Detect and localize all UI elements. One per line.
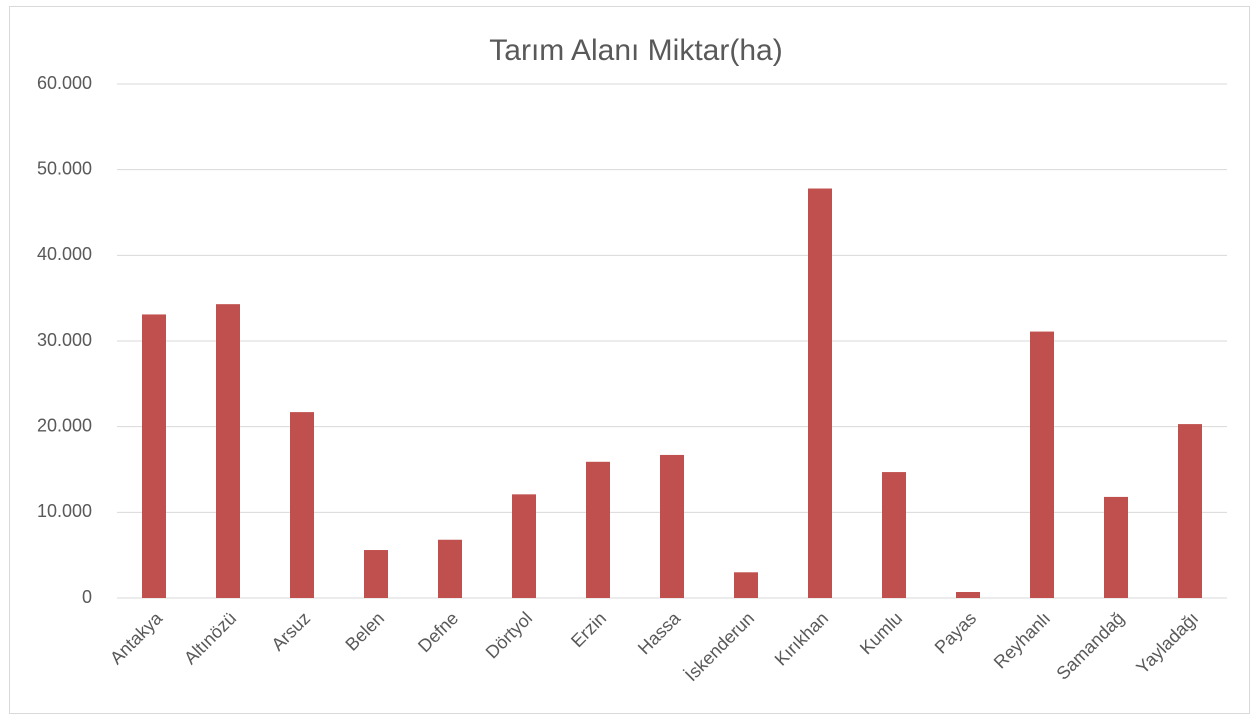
- chart-border: [9, 6, 1250, 714]
- bar: [660, 454, 684, 598]
- y-tick-label: 60.000: [37, 73, 92, 93]
- bar: [882, 472, 906, 598]
- bar: [438, 539, 462, 598]
- bar: [290, 412, 314, 598]
- bar: [586, 461, 610, 598]
- bar: [512, 494, 536, 598]
- bar: [734, 572, 758, 598]
- bar: [364, 550, 388, 598]
- bar: [1104, 496, 1128, 598]
- y-tick-label: 30.000: [37, 330, 92, 350]
- y-tick-label: 40.000: [37, 244, 92, 264]
- bar: [216, 304, 240, 598]
- chart-title: Tarım Alanı Miktar(ha): [489, 34, 782, 67]
- bar: [956, 592, 980, 598]
- y-tick-label: 20.000: [37, 415, 92, 435]
- bar: [1178, 424, 1202, 598]
- bar: [808, 188, 832, 598]
- bar: [1030, 331, 1054, 598]
- y-tick-label: 10.000: [37, 501, 92, 521]
- bar: [142, 314, 166, 598]
- y-tick-label: 50.000: [37, 158, 92, 178]
- y-tick-label: 0: [82, 587, 92, 607]
